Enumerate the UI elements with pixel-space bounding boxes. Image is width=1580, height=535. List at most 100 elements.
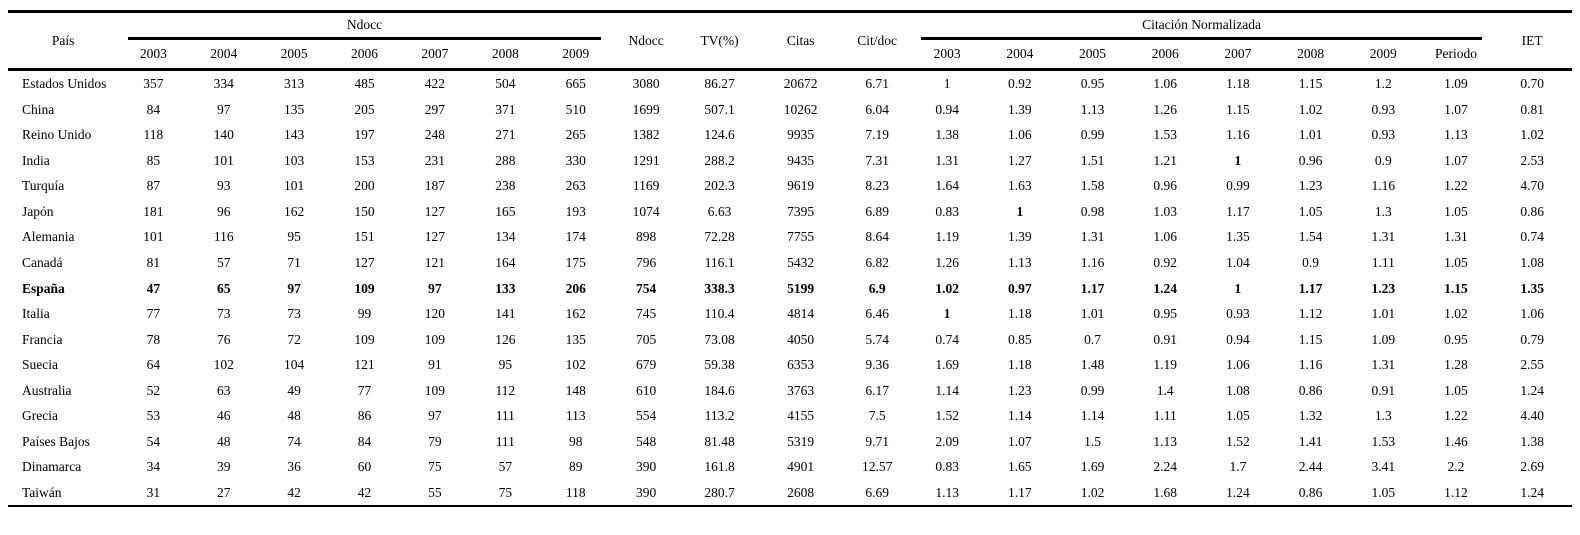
value-cell: 1.31: [1371, 229, 1396, 245]
value-cell: 81: [146, 255, 161, 271]
value-cell: 1.32: [1298, 408, 1323, 424]
country-label: Italia: [22, 306, 50, 322]
value-cell: 7.31: [865, 152, 889, 168]
value-cell: 181: [143, 203, 164, 219]
value-cell: 89: [568, 459, 583, 475]
value-cell: 86.27: [704, 76, 735, 92]
value-cell: 1.16: [1371, 178, 1396, 194]
value-cell: 81.48: [704, 433, 735, 449]
value-cell: 86: [357, 408, 372, 424]
table-row: Taiwán 31 27 42 42 55 75 118 390 280.7 2608 6.69 1.1…: [8, 480, 1572, 507]
value-cell: 7.5: [868, 408, 886, 424]
value-cell: 0.91: [1371, 382, 1396, 398]
value-cell: 27: [217, 484, 231, 500]
value-cell: 1.13: [935, 484, 959, 500]
col-header-ndocc-year: 2007: [421, 46, 449, 62]
col-header-cn-year: 2006: [1151, 46, 1179, 62]
country-label: Países Bajos: [22, 433, 90, 449]
value-cell: 2.24: [1153, 459, 1178, 475]
value-cell: 112: [495, 382, 516, 398]
value-cell: 0.99: [1226, 178, 1250, 194]
value-cell: 110.4: [704, 306, 735, 322]
value-cell: 42: [357, 484, 372, 500]
value-cell: 1.17: [1298, 280, 1323, 296]
value-cell: 1.14: [935, 382, 959, 398]
value-cell: 97: [217, 101, 231, 117]
value-cell: 4.40: [1520, 408, 1544, 424]
value-cell: 187: [424, 178, 446, 194]
country-label: Canadá: [22, 255, 63, 271]
value-cell: 200: [354, 178, 375, 194]
value-cell: 7395: [787, 203, 815, 219]
value-cell: 1.35: [1520, 280, 1544, 296]
col-header-cn-year: 2004: [1006, 46, 1034, 62]
value-cell: 1.35: [1226, 229, 1250, 245]
value-cell: 3763: [787, 382, 815, 398]
value-cell: 0.83: [935, 459, 959, 475]
value-cell: 1.15: [1298, 76, 1323, 92]
value-cell: 111: [495, 408, 515, 424]
col-header-ndocc-year: 2003: [139, 46, 167, 62]
value-cell: 1.31: [935, 152, 959, 168]
value-cell: 0.86: [1298, 484, 1323, 500]
value-cell: 2.53: [1520, 152, 1544, 168]
value-cell: 39: [217, 459, 231, 475]
value-cell: 135: [284, 101, 305, 117]
table-body: Estados Unidos 357 334 313 485 422 504 665 3080 8…: [8, 70, 1572, 507]
value-cell: 1.53: [1371, 433, 1396, 449]
value-cell: 1291: [632, 152, 660, 168]
value-cell: 1.52: [935, 408, 959, 424]
value-cell: 174: [565, 229, 586, 245]
value-cell: 184.6: [704, 382, 735, 398]
value-cell: 1.05: [1444, 203, 1468, 219]
value-cell: 0.79: [1520, 331, 1544, 347]
value-cell: 1.23: [1008, 382, 1032, 398]
value-cell: 162: [565, 306, 586, 322]
value-cell: 507.1: [704, 101, 735, 117]
country-label: India: [22, 152, 50, 168]
value-cell: 71: [287, 255, 301, 271]
value-cell: 151: [354, 229, 375, 245]
col-header-ndocc-total: Ndocc: [628, 32, 664, 48]
value-cell: 1.17: [1080, 280, 1105, 296]
value-cell: 9935: [787, 127, 815, 143]
value-cell: 1.41: [1298, 433, 1323, 449]
value-cell: 1.68: [1153, 484, 1178, 500]
value-cell: 0.93: [1226, 306, 1250, 322]
value-cell: 898: [635, 229, 657, 245]
value-cell: 0.94: [935, 101, 959, 117]
value-cell: 1.06: [1520, 306, 1544, 322]
value-cell: 101: [213, 152, 234, 168]
value-cell: 0.92: [1008, 76, 1032, 92]
value-cell: 1382: [632, 127, 660, 143]
table-row: Grecia 53 46 48 86 97 111 113 554 113.2 4155 7.5 1.5…: [8, 403, 1572, 429]
value-cell: 6.9: [868, 280, 886, 296]
value-cell: 127: [354, 255, 375, 271]
value-cell: 0.70: [1520, 76, 1544, 92]
col-header-cn-year: 2008: [1297, 46, 1325, 62]
value-cell: 1: [943, 76, 951, 92]
country-label: Reino Unido: [22, 127, 92, 143]
value-cell: 10262: [783, 101, 818, 117]
value-cell: 48: [217, 433, 231, 449]
value-cell: 109: [354, 280, 375, 296]
value-cell: 510: [565, 101, 586, 117]
value-cell: 12.57: [861, 459, 893, 475]
value-cell: 8.64: [865, 229, 889, 245]
value-cell: 113: [565, 408, 586, 424]
value-cell: 1.63: [1008, 178, 1032, 194]
value-cell: 9619: [787, 178, 815, 194]
country-label: España: [22, 280, 65, 296]
value-cell: 0.91: [1153, 331, 1178, 347]
value-cell: 206: [565, 280, 586, 296]
value-cell: 34: [146, 459, 161, 475]
col-header-citas: Citas: [786, 32, 815, 48]
col-header-ndocc-year: 2005: [280, 46, 308, 62]
value-cell: 162: [284, 203, 305, 219]
value-cell: 1.05: [1371, 484, 1396, 500]
value-cell: 93: [217, 178, 231, 194]
value-cell: 75: [498, 484, 513, 500]
value-cell: 121: [424, 255, 446, 271]
value-cell: 1.02: [935, 280, 959, 296]
value-cell: 0.95: [1444, 331, 1468, 347]
